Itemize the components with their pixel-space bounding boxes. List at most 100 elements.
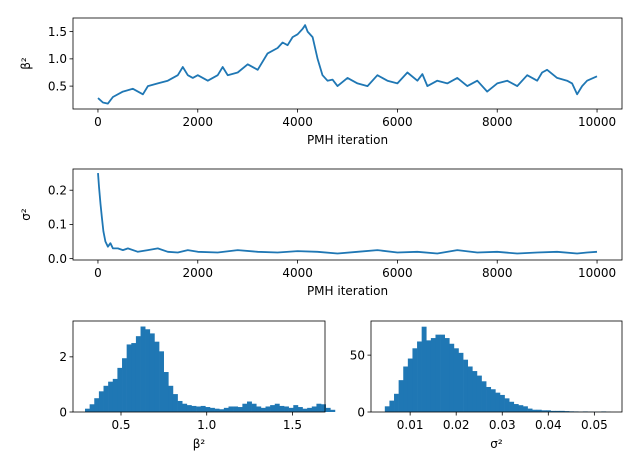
histogram-bar xyxy=(145,329,151,412)
histogram-bar xyxy=(435,334,441,412)
panel-trace_sigma: 0 2000 4000 6000 8000 10000 0.0 0.1 0.2 PMH itera… xyxy=(19,168,623,298)
y-tick-label: 0 xyxy=(357,405,365,419)
y-tick-label: 1.5 xyxy=(48,25,67,39)
histogram-bar xyxy=(200,405,206,412)
x-tick-label: 8000 xyxy=(482,115,513,129)
histogram-bar xyxy=(527,408,533,412)
histogram-bar xyxy=(472,371,478,412)
histogram-bar xyxy=(242,403,248,412)
histogram-bar xyxy=(122,358,127,412)
histogram-bar xyxy=(504,398,510,412)
histogram-bar xyxy=(297,407,303,412)
panel-hist_beta: 0.5 1.0 1.5 0 2 β² xyxy=(59,320,336,451)
axes-frame xyxy=(72,320,326,413)
histogram-bar xyxy=(182,403,188,412)
histogram-bar xyxy=(168,385,174,412)
x-tick-label: 0.05 xyxy=(581,418,608,432)
histogram-bar xyxy=(499,394,505,412)
x-tick-label: 0.03 xyxy=(489,418,516,432)
x-tick-label: 0.01 xyxy=(397,418,424,432)
axes-frame xyxy=(72,168,623,261)
histogram-bar xyxy=(307,407,313,412)
histogram-bar xyxy=(321,404,326,412)
histogram-bar xyxy=(85,408,90,412)
x-tick-label: 1.5 xyxy=(283,418,302,432)
histogram-bar xyxy=(513,404,519,412)
x-tick-label: 4000 xyxy=(282,266,313,280)
histogram-bar xyxy=(233,406,239,412)
histogram-bar xyxy=(559,410,565,412)
histogram-bar xyxy=(260,407,266,412)
histogram-bar xyxy=(191,405,197,412)
histogram-bar xyxy=(223,407,229,412)
histogram-bar xyxy=(214,408,220,412)
histogram-bar xyxy=(270,405,276,412)
histogram-bar xyxy=(316,403,322,412)
histogram-bar xyxy=(131,343,137,412)
y-tick-label: 50 xyxy=(350,348,365,362)
histogram-bar xyxy=(311,406,317,412)
y-axis-label: σ² xyxy=(19,208,33,221)
histogram-bar xyxy=(467,366,473,412)
histogram-bar xyxy=(140,326,146,412)
y-axis-label: β² xyxy=(19,57,33,70)
histogram-bar xyxy=(205,407,211,412)
histogram-bar xyxy=(228,406,234,412)
histogram-bar xyxy=(509,401,515,412)
histogram-bar xyxy=(89,404,95,412)
histogram-bar xyxy=(209,407,215,412)
histogram-bar xyxy=(532,409,538,412)
histogram-bar xyxy=(330,409,336,412)
x-tick-label: 6000 xyxy=(382,266,413,280)
histogram-bar xyxy=(412,348,418,412)
histogram-bar xyxy=(159,351,164,412)
trace-line xyxy=(97,173,598,255)
histogram-bar xyxy=(426,340,432,412)
y-tick-label: 0 xyxy=(59,405,67,419)
histogram-bar xyxy=(458,352,464,412)
x-tick-label: 10000 xyxy=(578,115,616,129)
histogram-bar xyxy=(522,406,528,412)
y-tick-label: 2 xyxy=(59,350,67,364)
histogram-bar xyxy=(196,406,202,412)
trace-line xyxy=(97,24,598,105)
histogram-bar xyxy=(265,406,271,412)
histogram-bar xyxy=(256,406,262,412)
histogram-bar xyxy=(453,348,459,412)
histogram-bar xyxy=(279,405,285,412)
y-tick-label: 0.1 xyxy=(48,218,67,232)
x-tick-label: 4000 xyxy=(282,115,313,129)
histogram-bar xyxy=(126,344,132,412)
x-tick-label: 10000 xyxy=(578,266,616,280)
y-tick-label: 1.0 xyxy=(48,52,67,66)
histogram-bar xyxy=(325,407,331,412)
x-tick-label: 0.04 xyxy=(535,418,562,432)
histogram-bar xyxy=(518,405,524,412)
histogram-bar xyxy=(135,336,141,412)
histogram-bar xyxy=(417,341,422,412)
x-tick-label: 2000 xyxy=(182,266,213,280)
histogram-bar xyxy=(247,401,252,412)
histogram-bar xyxy=(274,403,280,412)
panel-trace_beta: 0 2000 4000 6000 8000 10000 0.5 1.0 1.5 PMH itera… xyxy=(19,17,623,147)
histogram-bar xyxy=(481,381,487,412)
histogram-bar xyxy=(251,403,257,412)
x-tick-label: 0.02 xyxy=(443,418,470,432)
histogram-bar xyxy=(284,406,289,412)
histogram-bar xyxy=(288,407,294,412)
x-tick-label: 2000 xyxy=(182,115,213,129)
x-tick-label: 1.0 xyxy=(197,418,216,432)
axes-frame xyxy=(72,17,623,110)
y-tick-label: 0.0 xyxy=(48,252,67,266)
histogram-bar xyxy=(536,409,542,412)
x-tick-label: 6000 xyxy=(382,115,413,129)
histogram-bar xyxy=(302,408,308,412)
histogram-bar xyxy=(219,409,225,412)
histogram-bar xyxy=(495,392,501,412)
histogram-bar xyxy=(384,406,390,412)
panel-hist_sigma: 0.01 0.02 0.03 0.04 0.05 0 50 σ² xyxy=(350,320,623,451)
x-axis-label: PMH iteration xyxy=(307,133,388,147)
histogram-bar xyxy=(177,400,183,412)
histogram-bar xyxy=(398,380,404,412)
x-axis-label: σ² xyxy=(490,437,503,451)
